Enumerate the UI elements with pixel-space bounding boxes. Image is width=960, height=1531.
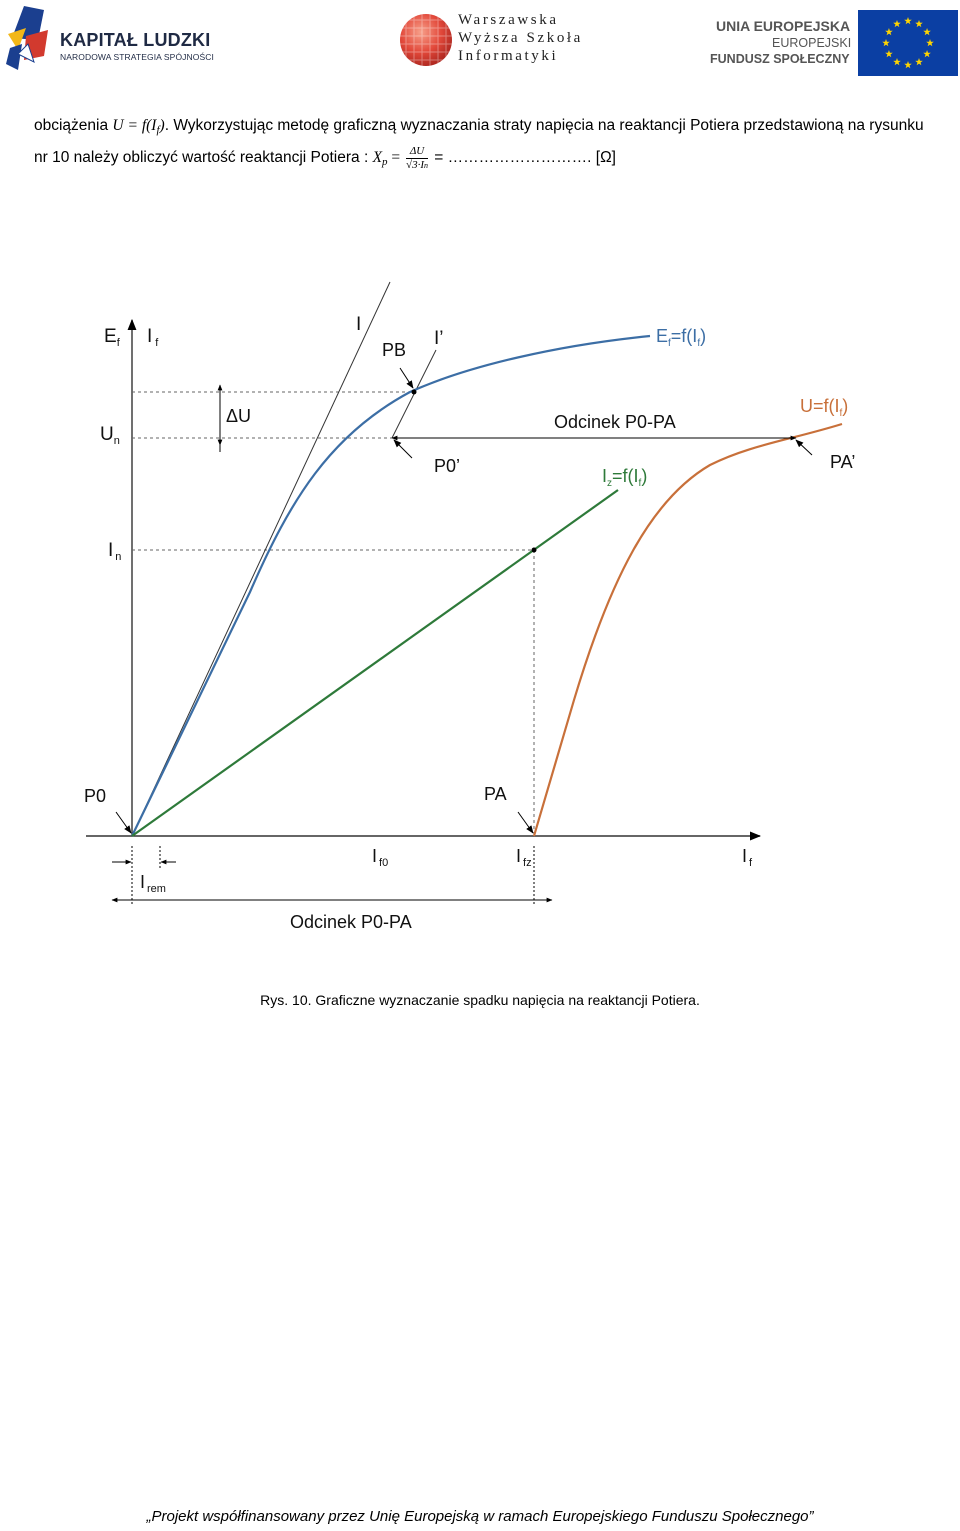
load-formula: U = f(If) (112, 117, 165, 136)
p0-prime-pointer (393, 439, 413, 459)
formula-den-sub: n (424, 160, 428, 170)
eu-star-icon (885, 28, 893, 36)
eu-star-icon (904, 61, 912, 69)
pb-label: PB (382, 340, 406, 360)
figure-caption: Rys. 10. Graficzne wyznaczanie spadku na… (260, 992, 700, 1008)
p0-pointer (115, 811, 132, 834)
line-i-label: I (356, 314, 361, 335)
segment-top-label: Odcinek P0-PA (554, 412, 676, 432)
wwsi-logo: Warszawska Wyższa Szkoła Informatyki (398, 10, 598, 68)
task-paragraph: obciążenia U = f(If). Wykorzystując meto… (34, 112, 934, 176)
iz-curve-label: Iz=f(If) (602, 466, 647, 489)
ef-curve-label: Ef=f(If) (656, 326, 706, 349)
eu-star-icon (915, 58, 923, 66)
line-i (131, 281, 391, 837)
u-curve-label: U=f(If) (800, 396, 848, 419)
formula-denominator: √3·In (406, 159, 428, 172)
eu-star-icon (904, 17, 912, 25)
eu-flag-icon (858, 10, 958, 76)
pa-prime-pointer (795, 439, 813, 456)
in-point (531, 547, 537, 553)
unia-europejska-logo: UNIA EUROPEJSKA EUROPEJSKI FUNDUSZ SPOŁE… (706, 8, 958, 76)
line-i-prime-label: I’ (434, 328, 444, 349)
formula-den-main: √3·I (406, 158, 424, 171)
para-text-start: obciążenia (34, 117, 113, 134)
eu-star-icon (923, 28, 931, 36)
formula-eq: = (387, 149, 405, 166)
p0-prime-label: P0’ (434, 456, 460, 476)
pa-label: PA (484, 784, 507, 804)
pb-pointer (399, 367, 414, 389)
formula-lhs: X (372, 149, 383, 166)
para-text-rest: . Wykorzystując metodę graficzną wyznacz… (34, 117, 924, 166)
wwsi-line2: Wyższa Szkoła (458, 30, 583, 46)
eu-star-icon (926, 39, 934, 47)
ue-line1: UNIA EUROPEJSKA (716, 18, 851, 34)
pb-point (411, 389, 417, 395)
formula-lhs-sub: p (382, 156, 388, 168)
eu-star-icon (893, 19, 901, 28)
pa-prime-label: PA’ (830, 452, 855, 472)
ef-axis-label: Ef (104, 326, 121, 349)
potier-formula: Xp = ΔU √3·In (372, 145, 430, 171)
wwsi-ball-icon (400, 14, 452, 66)
eu-star-icon (915, 19, 923, 28)
load-formula-main: U = f(I (112, 117, 157, 134)
ue-line2: EUROPEJSKI (772, 36, 852, 50)
p0-label: P0 (84, 786, 106, 806)
kapital-ludzki-subtitle: NARODOWA STRATEGIA SPÓJNOŚCI (60, 52, 214, 62)
eu-star-icon (923, 50, 931, 58)
kapital-ludzki-star-icon (6, 6, 48, 70)
load-formula-end: ) (159, 117, 165, 134)
formula-numerator: ΔU (406, 145, 428, 159)
u-curve (532, 422, 843, 837)
eu-star-icon (893, 58, 901, 66)
formula-fraction: ΔU √3·In (406, 145, 428, 172)
un-label: Un (100, 424, 120, 447)
delta-u-label: ΔU (226, 406, 251, 426)
ue-line3: FUNDUSZ SPOŁECZNY (710, 52, 850, 66)
kapital-ludzki-logo: KAPITAŁ LUDZKI NARODOWA STRATEGIA SPÓJNO… (4, 4, 214, 76)
wwsi-line3: Informatyki (458, 48, 559, 64)
pa-pointer (517, 811, 534, 834)
eu-star-icon (882, 39, 890, 47)
segment-bottom-label: Odcinek P0-PA (290, 912, 412, 932)
footer-note: „Projekt współfinansowany przez Unię Eur… (146, 1508, 814, 1525)
wwsi-line1: Warszawska (458, 12, 559, 28)
formula-tail: = ………………………. [Ω] (430, 149, 616, 166)
load-formula-sub: f (156, 124, 160, 136)
kapital-ludzki-title: KAPITAŁ LUDZKI (60, 30, 211, 50)
ef-curve (131, 334, 651, 837)
iz-line (131, 489, 619, 837)
eu-star-icon (885, 50, 893, 58)
